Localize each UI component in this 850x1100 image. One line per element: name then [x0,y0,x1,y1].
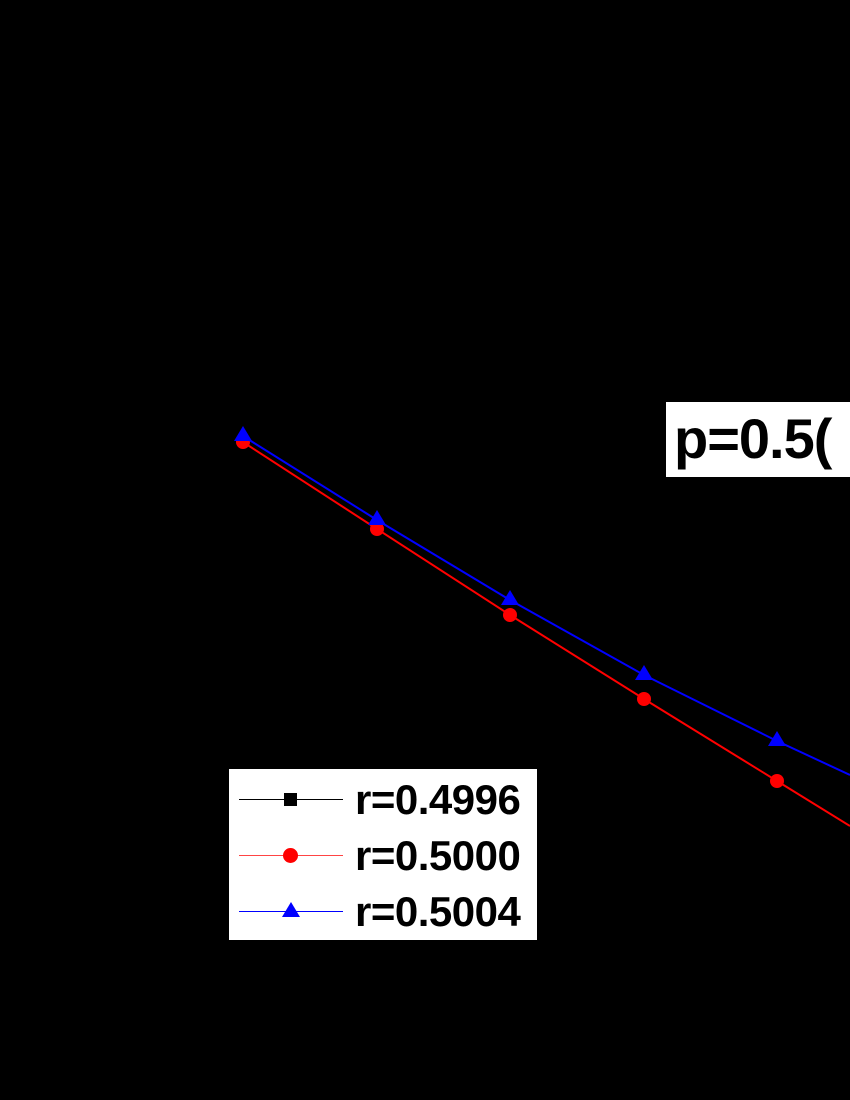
triangle-marker-icon [501,590,519,605]
legend: r=0.4996 r=0.5000 r=0.5004 [229,769,537,940]
triangle-marker-icon [234,426,252,441]
circle-marker-icon [283,848,298,863]
series-layer [234,426,850,827]
annotation-text: p=0.5( [674,407,832,470]
legend-label: r=0.5000 [355,832,521,879]
circle-marker-icon [503,608,517,622]
series-r-0-5004 [234,426,850,776]
legend-item-r-0-5000: r=0.5000 [229,828,537,884]
circle-marker-icon [637,692,651,706]
circle-marker-icon [770,774,784,788]
square-marker-icon [284,793,297,806]
legend-label: r=0.5004 [355,888,521,935]
triangle-marker-icon [368,510,386,525]
triangle-marker-icon [282,902,300,917]
legend-item-r-0-4996: r=0.4996 [229,772,537,828]
triangle-marker-icon [635,665,653,680]
circle-marker-icon [370,522,384,536]
annotation-box: p=0.5( [666,402,850,477]
triangle-marker-icon [768,731,786,746]
series-line [242,435,850,776]
legend-item-r-0-5004: r=0.5004 [229,884,537,940]
legend-label: r=0.4996 [355,776,521,823]
series-line [242,441,850,827]
